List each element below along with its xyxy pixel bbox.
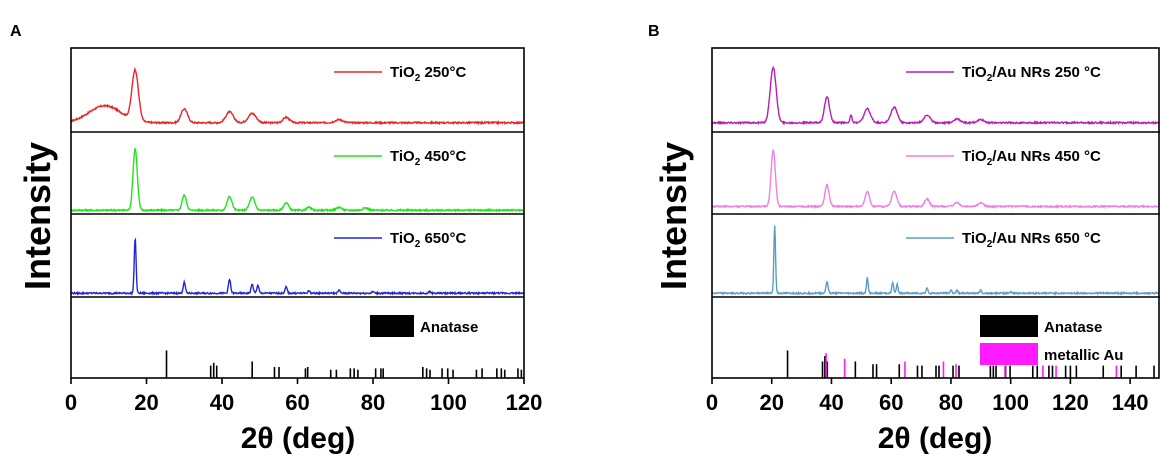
series-line-1 <box>70 66 525 126</box>
x-tick-label-5: 80 <box>939 390 963 415</box>
x-tick-label-1: 0 <box>65 390 77 415</box>
x-tick-label-4: 60 <box>285 390 309 415</box>
reference-legend-label-2: metallic Au <box>1044 347 1123 364</box>
legend-label-3: TiO2/Au NRs 650 °C <box>962 230 1101 250</box>
series-line-2 <box>70 147 525 213</box>
x-tick-label-7: 120 <box>1052 390 1089 415</box>
plot-frame <box>711 47 1160 379</box>
legend-label-1: TiO2 250°C <box>390 64 466 84</box>
series-line-2 <box>711 149 1160 210</box>
x-tick-label-5: 80 <box>361 390 385 415</box>
panel-b-x-axis-label: 2θ (deg) <box>878 422 993 455</box>
x-tick-label-3: 40 <box>210 390 234 415</box>
legend-label-3: TiO2 650°C <box>390 230 466 250</box>
x-tick-label-6: 100 <box>992 390 1029 415</box>
x-tick-label-1: 0 <box>706 390 718 415</box>
x-tick-label-7: 120 <box>506 390 543 415</box>
panel-a-x-axis-label: 2θ (deg) <box>241 422 356 455</box>
reference-legend-swatch-2 <box>980 343 1038 365</box>
legend-label-2: TiO2 450°C <box>390 148 466 168</box>
x-tick-label-2: 20 <box>759 390 783 415</box>
panel-b-chart: TiO2/Au NRs 250 °C TiO2/Au NRs 450 °C TiO2… <box>706 47 1160 415</box>
reference-legend-label-1: Anatase <box>420 319 478 336</box>
legend-label-2: TiO2/Au NRs 450 °C <box>962 148 1101 168</box>
x-tick-label-3: 40 <box>819 390 843 415</box>
reference-legend-swatch-1 <box>980 315 1038 337</box>
reference-legend-swatch-1 <box>370 315 414 337</box>
series-line-3 <box>711 225 1160 296</box>
panel-a-y-axis-label: Intensity <box>17 142 58 290</box>
x-tick-label-6: 100 <box>430 390 467 415</box>
reference-legend-label-1: Anatase <box>1044 319 1102 336</box>
panel-a-letter: A <box>10 23 22 40</box>
series-line-3 <box>70 237 524 296</box>
panel-b-letter: B <box>648 23 660 40</box>
legend-label-1: TiO2/Au NRs 250 °C <box>962 64 1101 84</box>
panel-a-chart: TiO2 250°C TiO2 450°C TiO2 650°C Anatase 0 20… <box>65 47 543 415</box>
x-tick-label-2: 20 <box>134 390 158 415</box>
series-line-1 <box>711 65 1160 126</box>
x-tick-label-4: 60 <box>879 390 903 415</box>
x-tick-label-8: 140 <box>1112 390 1149 415</box>
panel-b-y-axis-label: Intensity <box>653 142 694 290</box>
